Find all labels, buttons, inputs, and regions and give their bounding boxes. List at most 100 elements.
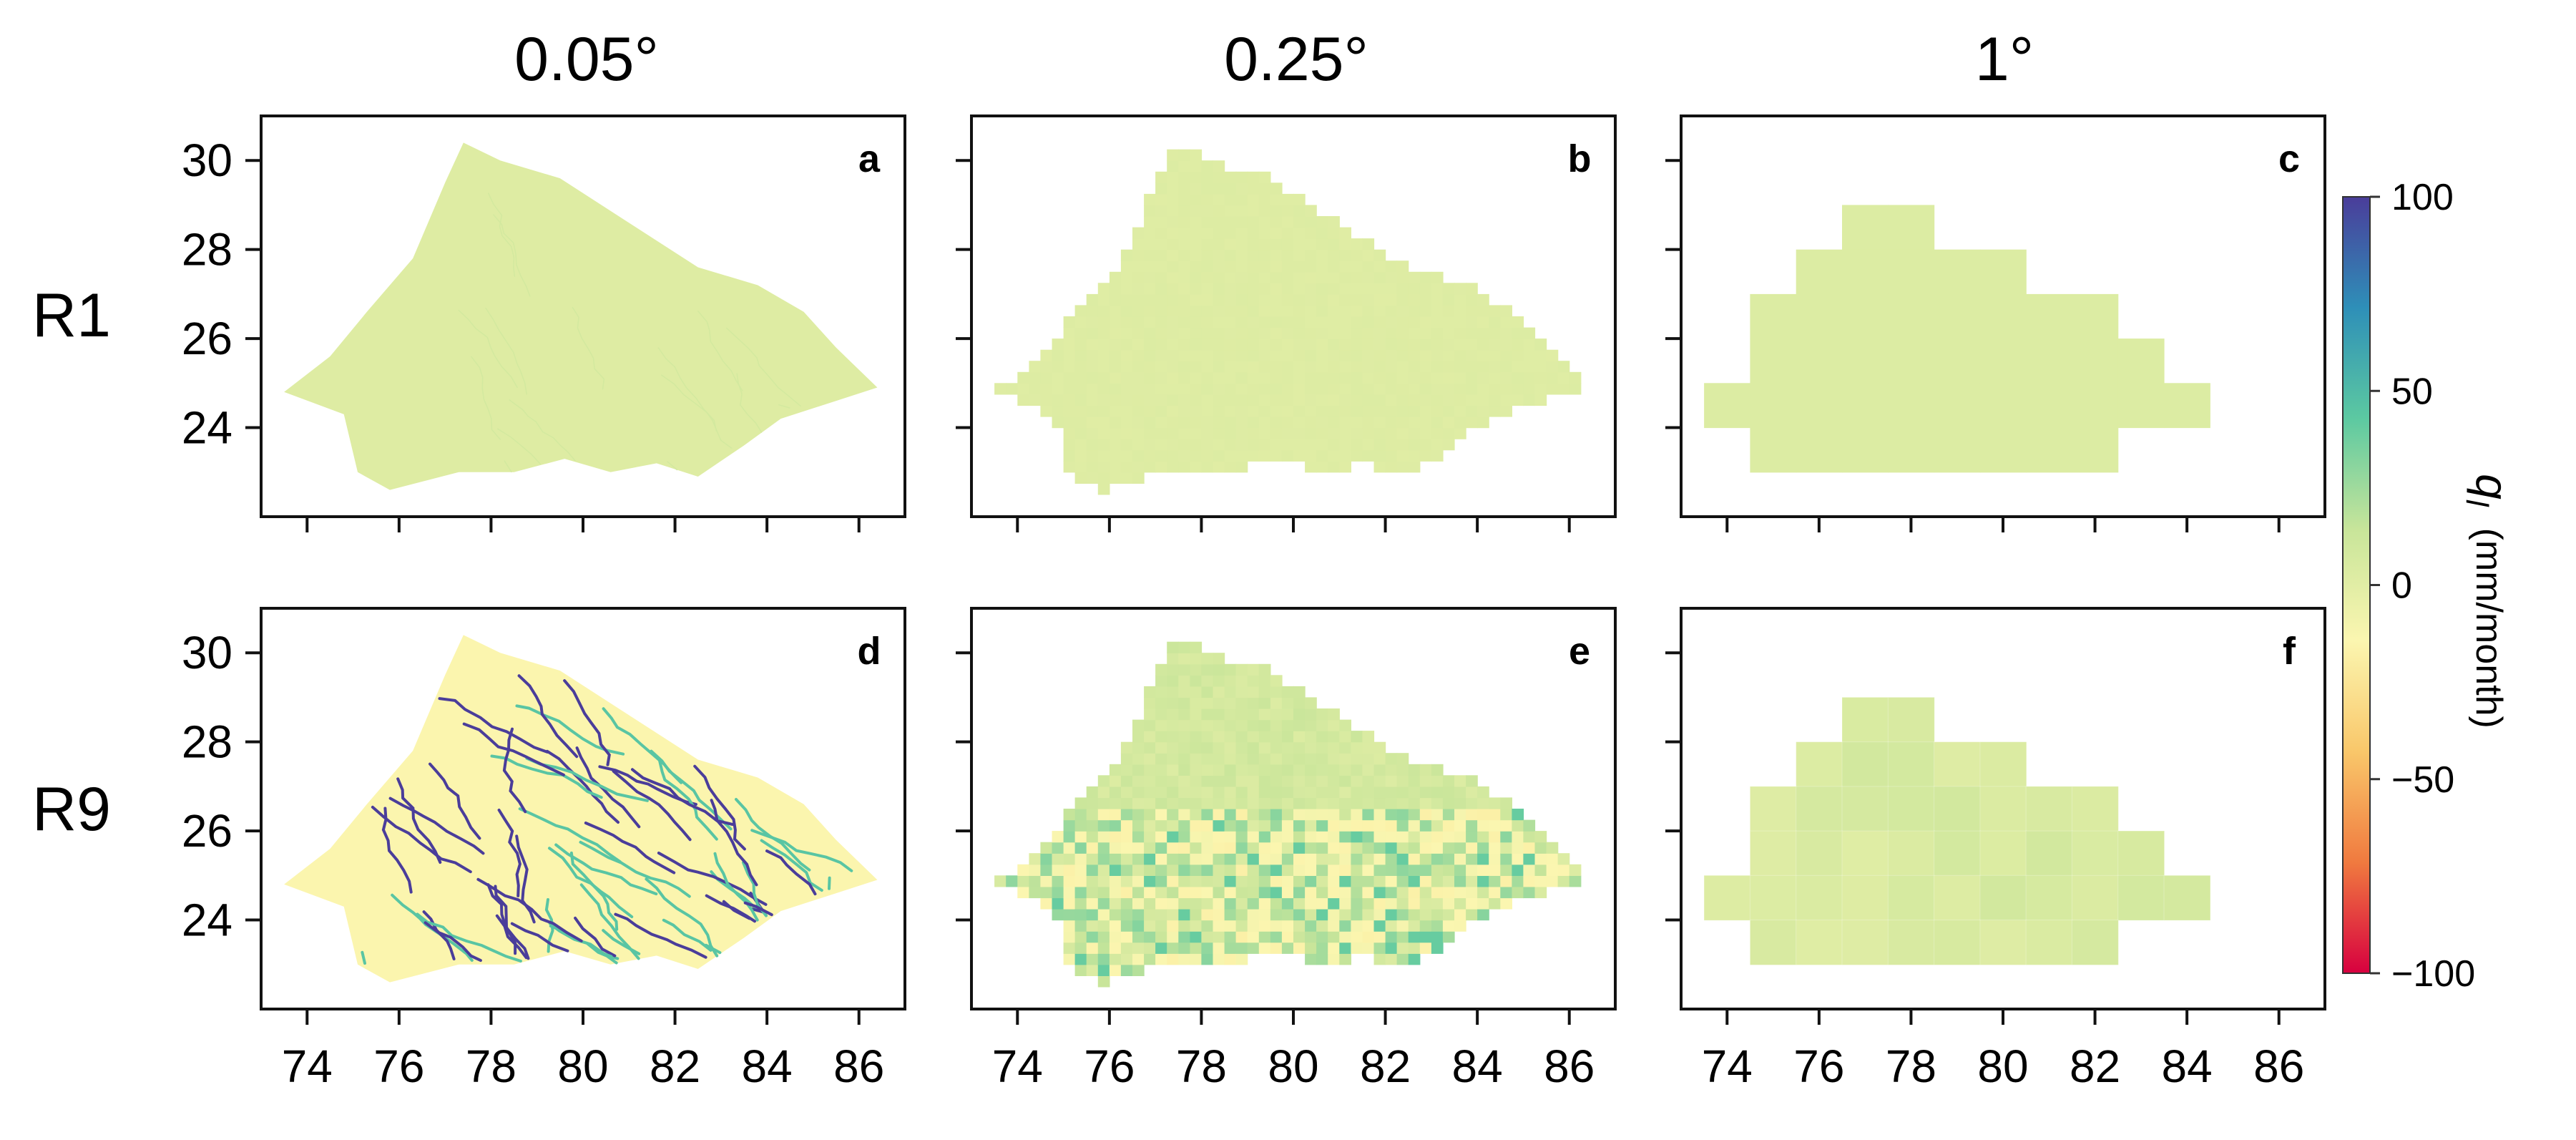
grid-cell (1293, 249, 1306, 261)
grid-cell (1213, 227, 1225, 239)
grid-cell (1190, 271, 1203, 283)
grid-cell (1534, 875, 1547, 887)
grid-cell (1258, 831, 1271, 843)
grid-cell (1213, 238, 1225, 250)
grid-cell (1006, 875, 1018, 887)
grid-cell (1258, 271, 1271, 283)
grid-cell (1281, 394, 1294, 406)
grid-cell (1281, 216, 1294, 228)
grid-cell (1258, 349, 1271, 361)
grid-cell (1316, 809, 1328, 821)
grid-cell (1213, 283, 1225, 295)
grid-cell (1167, 875, 1179, 887)
grid-cell (1109, 383, 1122, 395)
grid-cell (1144, 383, 1156, 395)
grid-cell (1132, 886, 1145, 899)
grid-cell (1281, 316, 1294, 328)
grid-cell (1167, 193, 1179, 206)
grid-cell (1097, 327, 1110, 339)
grid-cell (1316, 461, 1328, 473)
grid-cell (1224, 305, 1237, 317)
grid-cell (1328, 831, 1340, 843)
grid-cell (1086, 864, 1099, 876)
grid-cell (1270, 719, 1283, 731)
grid-cell (1293, 764, 1306, 776)
grid-cell (1224, 831, 1237, 843)
x-tick-label: 74 (282, 1041, 333, 1092)
grid-cell (1373, 305, 1386, 317)
grid-cell (1201, 461, 1214, 473)
grid-cell (1316, 227, 1328, 239)
grid-cell (1477, 361, 1489, 373)
grid-cell (1339, 371, 1351, 384)
grid-cell (1512, 864, 1524, 876)
grid-cell (1167, 182, 1179, 195)
grid-cell (1339, 809, 1351, 821)
grid-cell (1328, 708, 1340, 721)
grid-cell (1373, 327, 1386, 339)
grid-cell (1120, 797, 1133, 809)
grid-cell (1534, 361, 1547, 373)
grid-cell (1201, 316, 1214, 328)
grid-cell (1293, 349, 1306, 361)
grid-cell (1373, 316, 1386, 328)
grid-cell (1201, 931, 1214, 943)
grid-cell (1385, 316, 1398, 328)
grid-cell (1109, 449, 1122, 462)
grid-cell (1144, 293, 1156, 306)
grid-cell (1074, 461, 1087, 473)
colorbar-tick-label: −100 (2391, 953, 2475, 995)
grid-cell (1120, 283, 1133, 295)
grid-cell (1431, 920, 1444, 932)
grid-cell (1074, 909, 1087, 921)
grid-cell (1144, 238, 1156, 250)
grid-cell (1419, 371, 1432, 384)
grid-cell (1201, 238, 1214, 250)
grid-cell (1086, 371, 1099, 384)
grid-cell (1328, 753, 1340, 765)
grid-cell (1247, 842, 1260, 854)
grid-cell (1224, 405, 1237, 417)
grid-cell (1362, 875, 1375, 887)
grid-cell (1270, 416, 1283, 429)
grid-cell (1155, 764, 1167, 776)
grid-cell (1431, 383, 1444, 395)
grid-cell (1074, 897, 1087, 910)
grid-cell (1270, 842, 1283, 854)
grid-cell (1512, 394, 1524, 406)
grid-cell (1213, 842, 1225, 854)
grid-cell (1841, 875, 1889, 921)
grid-cell (1489, 897, 1501, 910)
grid-cell (1190, 897, 1203, 910)
grid-cell (1120, 953, 1133, 965)
grid-cell (1293, 719, 1306, 731)
grid-cell (1385, 349, 1398, 361)
grid-cell (1477, 327, 1489, 339)
grid-cell (1328, 394, 1340, 406)
grid-cell (1351, 853, 1363, 865)
grid-cell (1442, 886, 1455, 899)
grid-cell (1396, 819, 1409, 832)
grid-cell (1190, 641, 1203, 653)
grid-cell (1258, 875, 1271, 887)
grid-cell (1167, 797, 1179, 809)
grid-cell (1167, 416, 1179, 429)
grid-cell (1167, 427, 1179, 439)
grid-cell (1155, 305, 1167, 317)
grid-cell (1155, 697, 1167, 709)
grid-cell (1224, 697, 1237, 709)
grid-cell (1201, 842, 1214, 854)
grid-cell (1258, 909, 1271, 921)
grid-cell (1178, 461, 1190, 473)
grid-cell (1408, 449, 1421, 462)
grid-cell (1489, 394, 1501, 406)
grid-cell (1258, 697, 1271, 709)
grid-cell (1454, 327, 1466, 339)
grid-cell (1155, 461, 1167, 473)
panel-f (1703, 696, 2211, 965)
grid-cell (1305, 271, 1317, 283)
grid-cell (1132, 909, 1145, 921)
grid-cell (1419, 842, 1432, 854)
grid-cell (1063, 327, 1076, 339)
grid-cell (1385, 327, 1398, 339)
